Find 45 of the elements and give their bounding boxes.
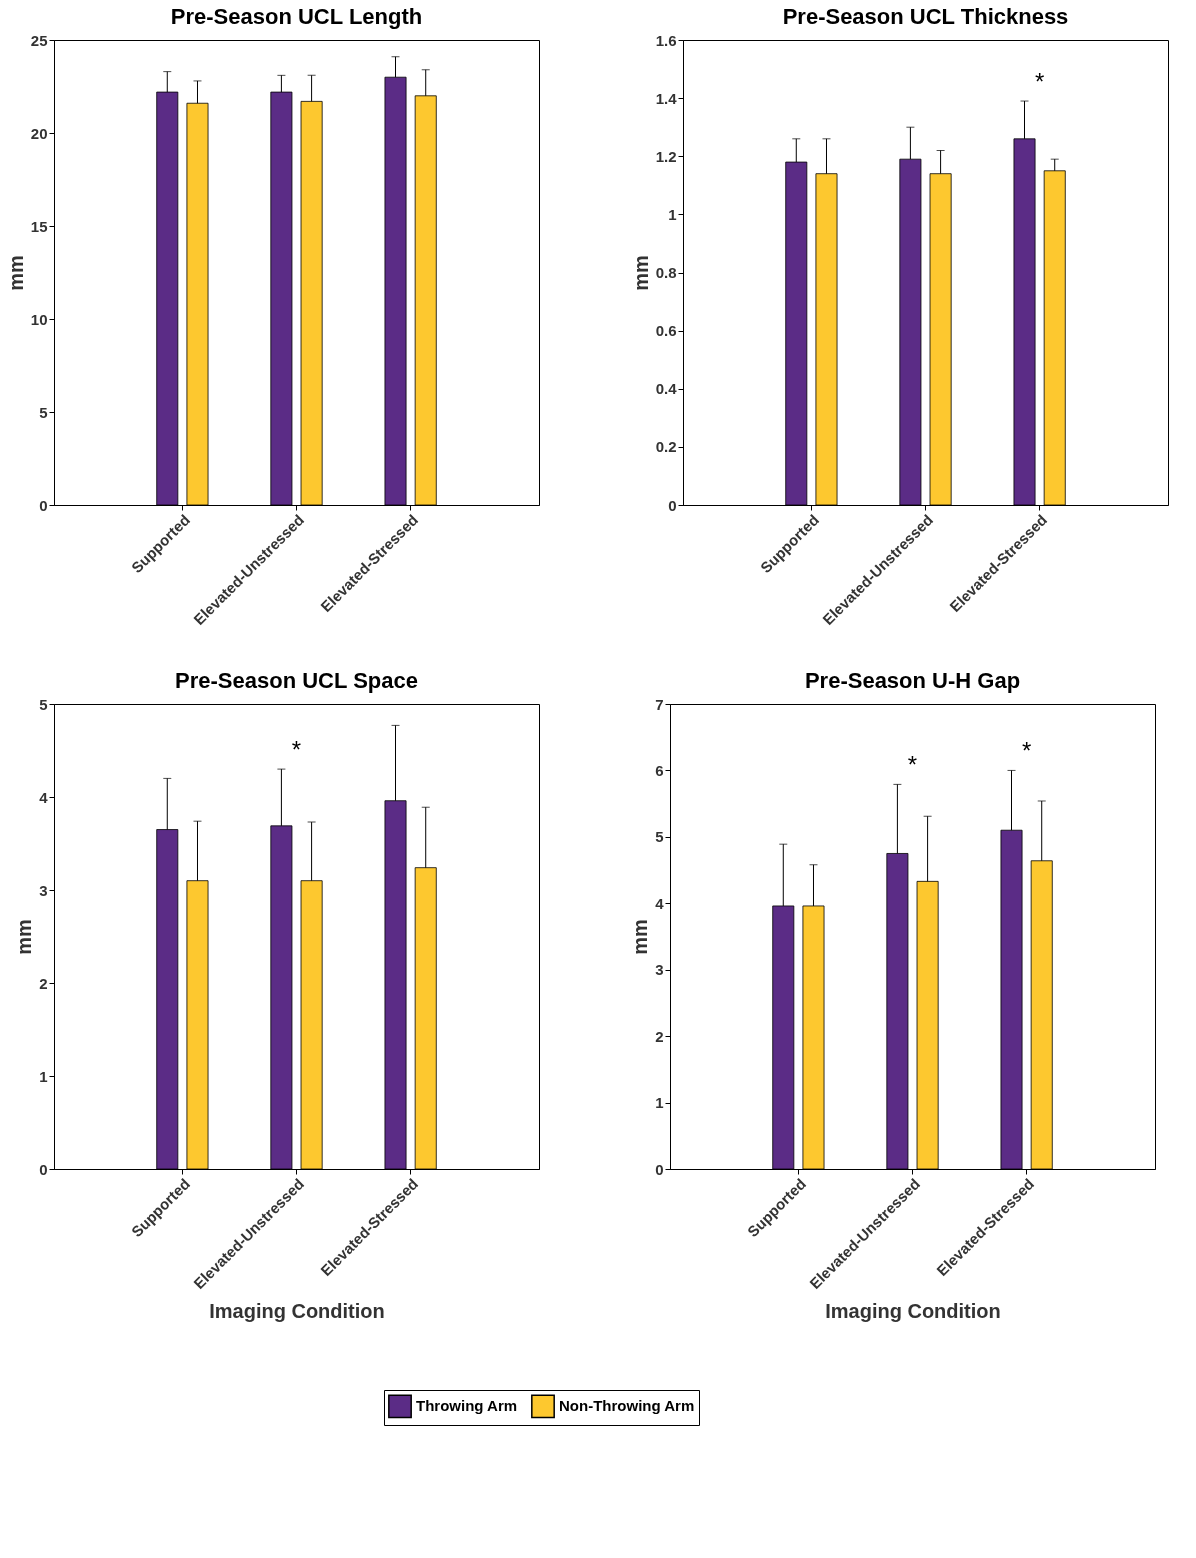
- x-axis-title: Imaging Condition: [209, 1300, 385, 1323]
- y-tick-label: 0.8: [655, 264, 677, 281]
- chart-title: Pre-Season UCL Space: [175, 668, 418, 693]
- y-tick-label: 0: [655, 1160, 664, 1178]
- y-tick-label: 1: [655, 1094, 664, 1112]
- chart-title: Pre-Season U-H Gap: [804, 668, 1021, 693]
- annotation: *: [907, 751, 918, 779]
- y-tick-label: 6: [655, 761, 664, 779]
- y-tick-label: 1: [39, 1067, 48, 1085]
- y-tick-label: 20: [30, 124, 48, 142]
- y-tick-label: 4: [655, 894, 665, 912]
- annotation: *: [1034, 68, 1045, 96]
- y-axis-title: mm: [629, 919, 652, 955]
- y-tick-label: 3: [655, 961, 664, 979]
- y-tick-label: 2: [39, 974, 48, 992]
- annotation: *: [1021, 737, 1032, 765]
- y-axis-title: mm: [13, 919, 36, 955]
- y-tick-label: 25: [30, 31, 48, 49]
- chart-title: Pre-Season UCL Length: [170, 4, 423, 29]
- y-tick-label: 0.2: [655, 438, 677, 456]
- legend-label: Non-Throwing Arm: [559, 1397, 695, 1415]
- y-tick-label: 1: [668, 205, 677, 223]
- y-tick-label: 5: [39, 403, 48, 421]
- y-tick-label: 0: [39, 1160, 48, 1178]
- y-tick-label: 5: [39, 695, 48, 713]
- legend-label: Throwing Arm: [416, 1397, 518, 1415]
- chart-title: Pre-Season UCL Thickness: [782, 4, 1069, 29]
- y-tick-label: 15: [30, 217, 48, 235]
- y-axis-title: mm: [629, 255, 652, 291]
- y-tick-label: 0.6: [655, 322, 677, 340]
- annotation: *: [291, 736, 302, 764]
- y-tick-label: 0: [39, 496, 48, 514]
- y-tick-label: 2: [655, 1027, 664, 1045]
- y-tick-label: 3: [39, 881, 48, 899]
- y-tick-label: 0: [668, 496, 677, 514]
- y-tick-label: 4: [39, 788, 49, 806]
- y-tick-label: 5: [655, 828, 664, 846]
- y-tick-label: 1.4: [655, 89, 678, 107]
- y-axis-title: mm: [4, 255, 27, 291]
- x-axis-title: Imaging Condition: [825, 1300, 1001, 1323]
- y-tick-label: 0.4: [655, 380, 678, 398]
- y-tick-label: 7: [655, 695, 664, 713]
- y-tick-label: 1.2: [655, 147, 677, 165]
- y-tick-label: 10: [30, 310, 48, 328]
- y-tick-label: 1.6: [655, 31, 677, 49]
